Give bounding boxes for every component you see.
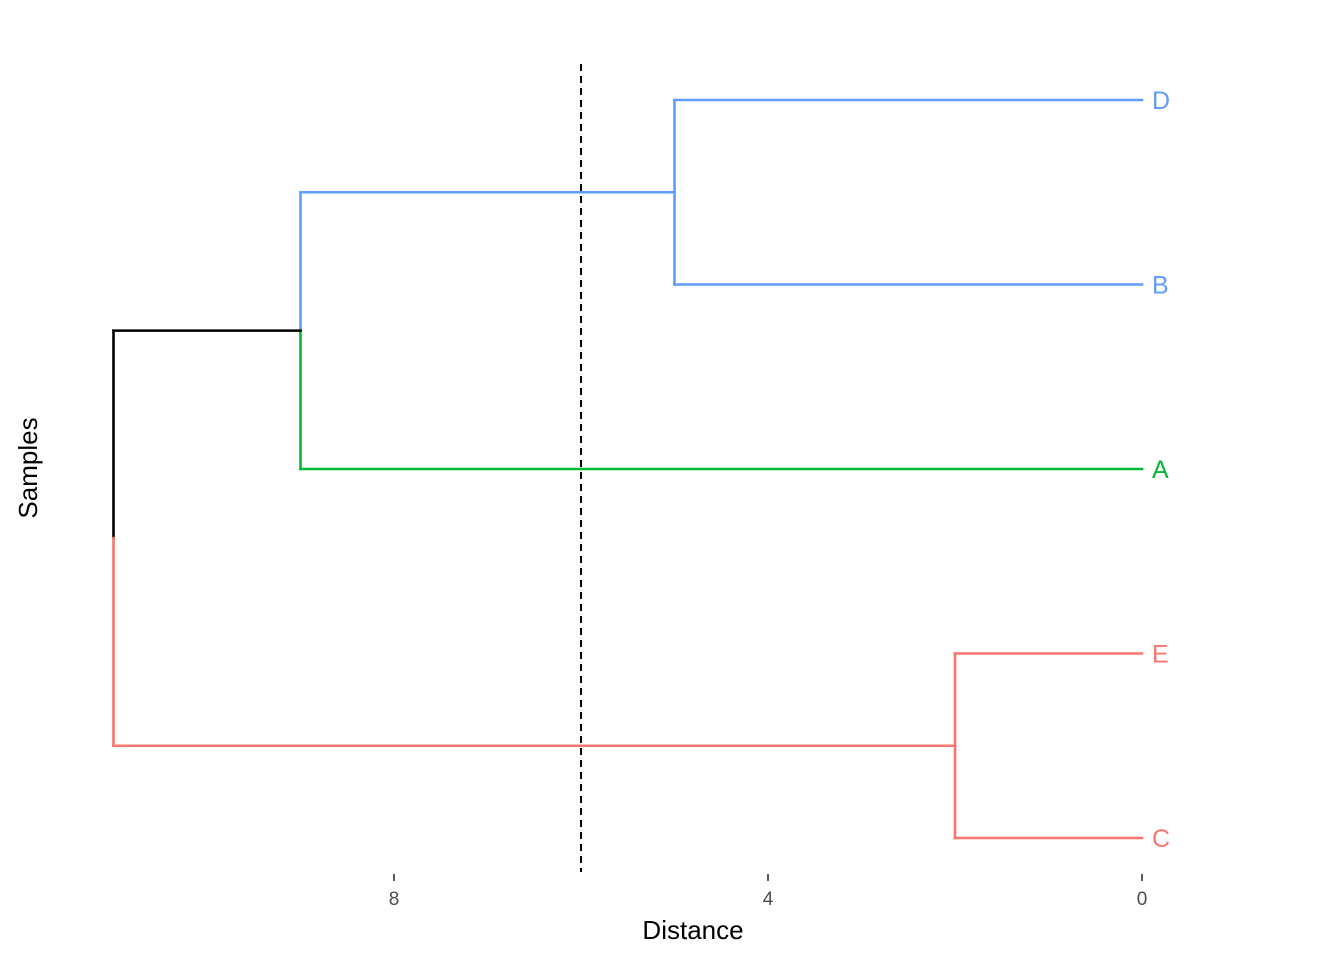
x-axis: 8 4 0 bbox=[389, 874, 1148, 910]
leaf-label-c: C bbox=[1152, 825, 1170, 853]
dendrogram-branches bbox=[112, 98, 1144, 840]
x-tick-label: 0 bbox=[1137, 889, 1148, 910]
leaf-labels: D B A E C bbox=[1152, 87, 1170, 853]
leaf-label-b: B bbox=[1152, 272, 1169, 300]
leaf-label-d: D bbox=[1152, 87, 1170, 115]
leaf-label-e: E bbox=[1152, 641, 1169, 669]
x-axis-title: Distance bbox=[642, 915, 743, 945]
y-axis-title: Samples bbox=[13, 417, 43, 518]
x-tick-label: 8 bbox=[389, 889, 400, 910]
x-tick-label: 4 bbox=[763, 889, 774, 910]
leaf-label-a: A bbox=[1152, 456, 1169, 484]
